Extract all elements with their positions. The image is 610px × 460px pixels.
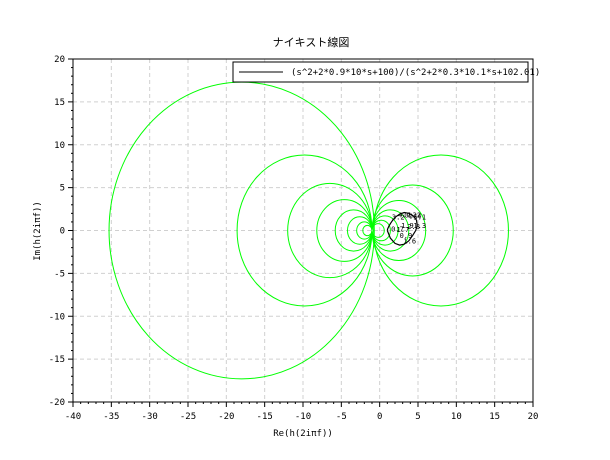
frequency-label: 1.3 bbox=[413, 222, 426, 230]
y-tick-label: 15 bbox=[54, 98, 65, 108]
x-tick-label: -10 bbox=[295, 412, 311, 422]
x-tick-label: -35 bbox=[103, 412, 119, 422]
x-tick-label: -25 bbox=[180, 412, 196, 422]
x-tick-label: -5 bbox=[336, 412, 347, 422]
nyquist-series-circle bbox=[371, 223, 385, 238]
y-tick-label: -5 bbox=[54, 269, 65, 279]
y-tick-label: 0 bbox=[60, 227, 65, 237]
frequency-label: 1.9 bbox=[401, 222, 414, 230]
x-tick-label: 0 bbox=[377, 412, 382, 422]
grid-lines bbox=[73, 59, 533, 402]
nyquist-series-circle bbox=[373, 154, 509, 307]
frequency-label: 4.7 bbox=[398, 212, 411, 220]
y-tick-label: -20 bbox=[49, 398, 65, 408]
x-tick-label: -15 bbox=[257, 412, 273, 422]
legend-box bbox=[232, 61, 529, 83]
frequency-label: 2.8 bbox=[407, 223, 420, 231]
legend: (s^2+2*0.9*10*s+100)/(s^2+2*0.3*10.1*s+1… bbox=[232, 61, 540, 83]
frequency-label: 0.7 bbox=[391, 225, 404, 233]
x-tick-label: 10 bbox=[451, 412, 462, 422]
x-tick-label: -30 bbox=[142, 412, 158, 422]
frequency-label: 5.1 bbox=[413, 213, 426, 221]
frequency-label: 0.4 bbox=[409, 212, 422, 220]
frequency-label: 0.32 bbox=[404, 212, 421, 220]
axis-ticks: -40 -35 -30 -25 -20 -15 -10 -5 0 5 10 15 20 -20 -15 -10… bbox=[49, 55, 539, 422]
x-tick-label: -20 bbox=[218, 412, 234, 422]
y-tick-label: 5 bbox=[60, 184, 65, 194]
frequency-label: 0.9 bbox=[400, 232, 413, 240]
y-tick-label: -10 bbox=[49, 312, 65, 322]
x-axis-label: Re(h(2iπf)) bbox=[273, 429, 333, 439]
frequency-label: 3.2 bbox=[392, 213, 405, 221]
y-tick-label: 10 bbox=[54, 141, 65, 151]
x-tick-label: 5 bbox=[415, 412, 420, 422]
frequency-response-curve: 3.24.70.320.45.1 0.71.71.92.81.30.91.6 bbox=[386, 211, 426, 246]
chart-title: ナイキスト線図 bbox=[273, 35, 350, 49]
frequency-path bbox=[386, 211, 418, 246]
x-tick-label: -40 bbox=[65, 412, 81, 422]
y-axis-label: Im(h(2iπf)) bbox=[33, 201, 43, 261]
frequency-label: 1.6 bbox=[403, 237, 416, 245]
frequency-label: 1.7 bbox=[397, 226, 410, 234]
x-tick-label: 20 bbox=[528, 412, 539, 422]
x-tick-label: 15 bbox=[489, 412, 500, 422]
y-tick-label: -15 bbox=[49, 355, 65, 365]
y-tick-label: 20 bbox=[54, 55, 65, 65]
legend-entry: (s^2+2*0.9*10*s+100)/(s^2+2*0.3*10.1*s+1… bbox=[291, 68, 540, 78]
